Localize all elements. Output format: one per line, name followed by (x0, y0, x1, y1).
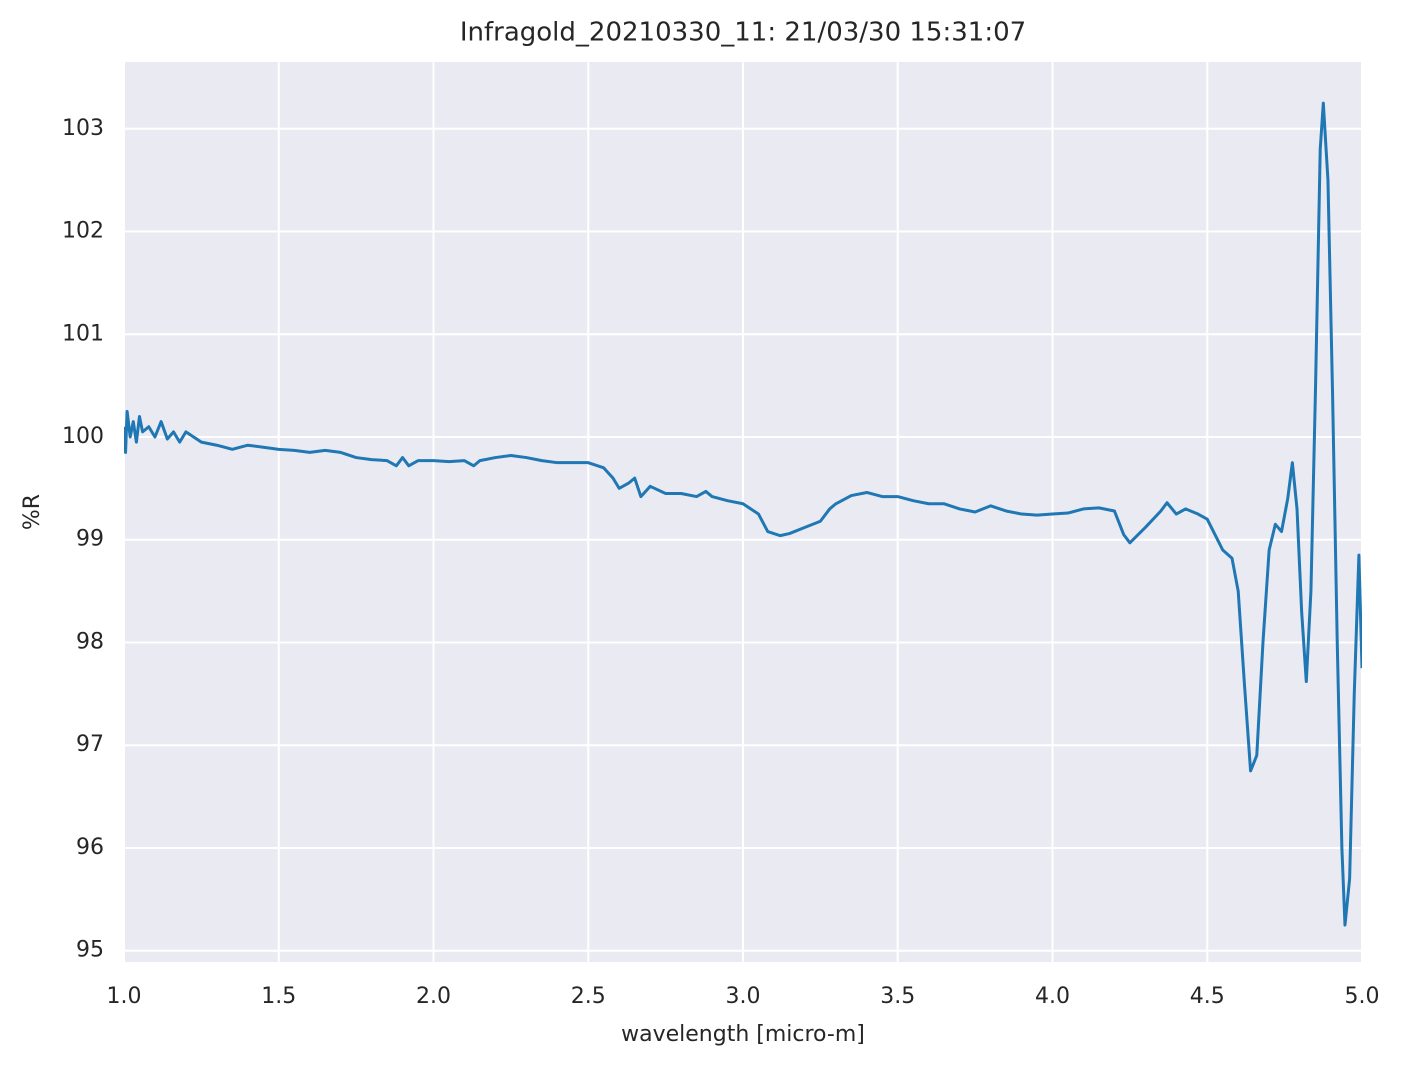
y-axis-label: %R (20, 494, 45, 530)
y-tick-label: 97 (76, 732, 104, 757)
x-tick-label: 4.5 (1190, 984, 1225, 1009)
y-tick-label: 96 (76, 835, 104, 860)
y-tick-label: 100 (62, 424, 104, 449)
y-tick-label: 103 (62, 116, 104, 141)
y-tick-label: 102 (62, 219, 104, 244)
x-tick-label: 3.5 (880, 984, 915, 1009)
x-tick-label: 3.0 (726, 984, 761, 1009)
y-tick-label: 101 (62, 321, 104, 346)
grid (123, 62, 1363, 962)
x-tick-label: 1.5 (261, 984, 296, 1009)
x-tick-label: 4.0 (1035, 984, 1070, 1009)
y-tick-label: 99 (76, 527, 104, 552)
y-tick-label: 95 (76, 938, 104, 963)
chart-title: Infragold_20210330_11: 21/03/30 15:31:07 (460, 18, 1026, 48)
y-tick-label: 98 (76, 629, 104, 654)
x-tick-label: 2.0 (416, 984, 451, 1009)
x-tick-label: 1.0 (107, 984, 142, 1009)
data-line (124, 101, 1362, 927)
x-tick-label: 5.0 (1345, 984, 1380, 1009)
x-tick-label: 2.5 (571, 984, 606, 1009)
x-axis-label: wavelength [micro-m] (621, 1022, 865, 1047)
